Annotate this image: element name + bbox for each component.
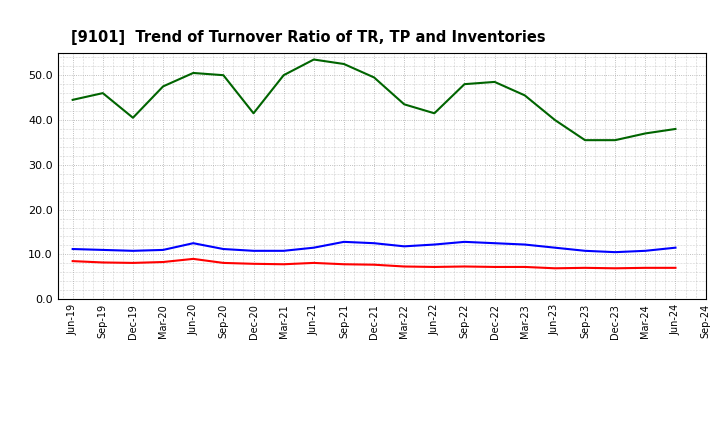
Trade Receivables [68,258,77,264]
Inventories [551,117,559,123]
Inventories [641,131,649,136]
Trade Receivables [99,260,107,265]
Inventories [460,81,469,87]
Trade Receivables [129,260,138,266]
Trade Payables [641,248,649,253]
Trade Payables [219,246,228,252]
Trade Receivables [249,261,258,267]
Trade Receivables [340,262,348,267]
Trade Receivables [279,262,288,267]
Inventories [521,93,529,98]
Trade Receivables [430,264,438,270]
Trade Payables [370,241,379,246]
Trade Payables [340,239,348,245]
Inventories [249,110,258,116]
Trade Receivables [370,262,379,268]
Trade Receivables [189,256,197,261]
Trade Payables [159,247,168,253]
Trade Payables [611,249,619,255]
Inventories [611,138,619,143]
Inventories [279,73,288,78]
Trade Payables [521,242,529,247]
Inventories [310,57,318,62]
Trade Receivables [460,264,469,269]
Inventories [159,84,168,89]
Trade Payables [189,241,197,246]
Text: [9101]  Trend of Turnover Ratio of TR, TP and Inventories: [9101] Trend of Turnover Ratio of TR, TP… [71,29,545,45]
Trade Receivables [400,264,408,269]
Inventories [430,110,438,116]
Trade Payables [68,246,77,252]
Inventories [68,97,77,103]
Trade Payables [99,247,107,253]
Trade Receivables [159,259,168,264]
Trade Receivables [219,260,228,266]
Line: Trade Payables: Trade Payables [73,242,675,252]
Inventories [581,138,590,143]
Inventories [490,79,499,84]
Inventories [219,73,228,78]
Inventories [99,91,107,96]
Line: Inventories: Inventories [73,59,675,140]
Trade Receivables [310,260,318,266]
Inventories [370,75,379,80]
Trade Payables [460,239,469,245]
Trade Receivables [641,265,649,271]
Inventories [189,70,197,76]
Inventories [671,126,680,132]
Trade Payables [129,248,138,253]
Line: Trade Receivables: Trade Receivables [73,259,675,268]
Trade Payables [490,241,499,246]
Inventories [129,115,138,121]
Trade Payables [279,248,288,253]
Trade Receivables [490,264,499,270]
Trade Payables [581,248,590,253]
Inventories [400,102,408,107]
Trade Payables [430,242,438,247]
Trade Payables [249,248,258,253]
Inventories [340,61,348,66]
Trade Receivables [551,266,559,271]
Trade Payables [551,245,559,250]
Trade Receivables [581,265,590,271]
Trade Payables [310,245,318,250]
Trade Payables [671,245,680,250]
Trade Receivables [671,265,680,271]
Trade Receivables [521,264,529,270]
Trade Payables [400,244,408,249]
Trade Receivables [611,266,619,271]
